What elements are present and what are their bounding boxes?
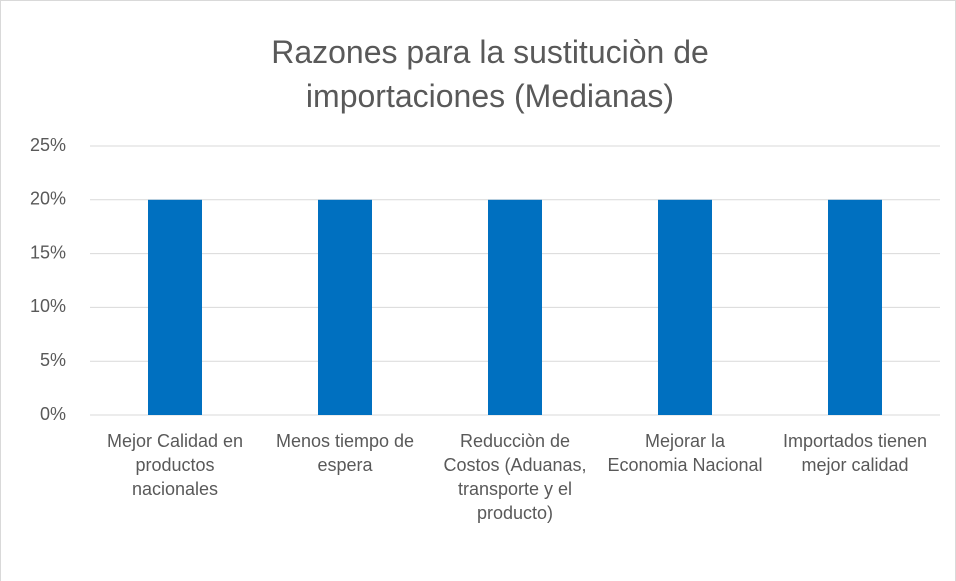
x-tick-label-box: Mejorar la Economia Nacional: [607, 431, 763, 475]
x-tick-label: Mejorar la Economia Nacional: [607, 431, 763, 475]
x-tick-label-box: Mejor Calidad en productos nacionales: [106, 431, 244, 499]
bar: [148, 199, 202, 415]
y-tick-label: 25%: [30, 135, 66, 155]
bar: [658, 199, 712, 415]
x-tick-label-box: Menos tiempo de espera: [275, 431, 415, 475]
y-tick-label: 5%: [40, 350, 66, 370]
y-tick-label: 0%: [40, 404, 66, 424]
y-tick-label: 20%: [30, 189, 66, 209]
bar: [488, 199, 542, 415]
y-tick-label: 10%: [30, 296, 66, 316]
y-tick-label: 15%: [30, 242, 66, 262]
x-tick-label-box: Importados tienen mejor calidad: [782, 431, 928, 475]
bar: [828, 199, 882, 415]
x-tick-label: Mejor Calidad en productos nacionales: [106, 431, 244, 499]
x-tick-label-box: Reducciòn de Costos (Aduanas, transporte…: [443, 431, 587, 523]
chart-title: Razones para la sustituciòn de importaci…: [271, 34, 709, 114]
x-tick-label: Importados tienen mejor calidad: [782, 431, 928, 475]
x-tick-label: Reducciòn de Costos (Aduanas, transporte…: [443, 431, 587, 523]
x-tick-label: Menos tiempo de espera: [275, 431, 415, 475]
bar: [318, 199, 372, 415]
chart-title-box: Razones para la sustituciòn de importaci…: [271, 34, 709, 114]
